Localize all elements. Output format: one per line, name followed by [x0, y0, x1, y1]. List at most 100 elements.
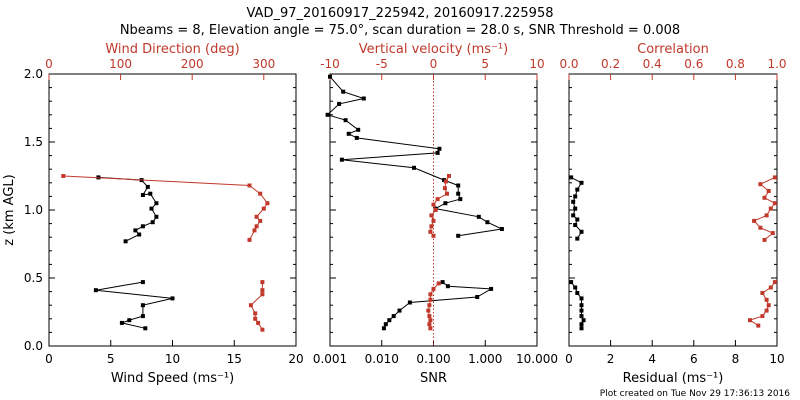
snr-data-point	[475, 295, 480, 299]
residual-data-point	[756, 323, 761, 328]
residual-bottom-tick-label: 8	[732, 352, 740, 366]
snr-bottom-tick-label: 0.001	[313, 352, 347, 366]
residual-data-point	[571, 213, 576, 218]
wind-data-point	[258, 191, 263, 196]
residual-data-point	[770, 231, 775, 236]
residual-bottom-tick-label: 2	[607, 352, 615, 366]
residual-data-point	[579, 326, 584, 331]
snr-data-point	[428, 318, 433, 323]
residual-data-point	[758, 182, 763, 187]
residual-data-point	[766, 189, 771, 193]
snr-data-point	[435, 150, 440, 155]
wind-data-point	[261, 206, 266, 211]
residual-data-point	[575, 217, 580, 222]
snr-data-point	[412, 165, 416, 170]
residual-data-point	[573, 206, 578, 211]
snr-bottom-tick-label: 0.010	[365, 352, 399, 366]
snr-data-point	[341, 89, 346, 94]
residual-top-tick-label: 0.2	[601, 57, 620, 71]
snr-data-point	[447, 174, 451, 178]
wind-data-point	[123, 239, 128, 244]
snr-data-point	[337, 101, 342, 106]
snr-data-point	[458, 197, 463, 202]
snr-data-point	[431, 286, 436, 291]
snr-data-point	[339, 157, 344, 162]
wind-top-tick-label: 100	[109, 57, 132, 71]
snr-data-point	[431, 218, 436, 223]
wind-data-point	[170, 296, 175, 301]
residual-data-point	[581, 318, 586, 323]
residual-bottom-tick-label: 6	[690, 352, 698, 366]
residual-top-tick-label: 0.0	[559, 57, 578, 71]
snr-data-point	[427, 322, 432, 327]
snr-data-point	[343, 118, 348, 123]
residual-data-point	[579, 296, 584, 301]
snr-data-point	[440, 280, 445, 285]
wind-data-point	[253, 311, 258, 316]
snr-data-point	[445, 284, 450, 289]
wind-data-point	[119, 320, 124, 325]
y-tick-label: 2.0	[24, 67, 43, 81]
residual-data-point	[762, 195, 767, 200]
residual-data-point	[571, 199, 576, 204]
snr-top-tick-label: 10	[529, 57, 544, 71]
residual-top-tick-label: 1.0	[767, 57, 786, 71]
snr-data-point	[429, 224, 434, 229]
snr-data-point	[433, 208, 438, 212]
snr-series-line-1	[383, 281, 493, 329]
snr-data-point	[428, 297, 433, 302]
snr-data-point	[328, 74, 332, 79]
wind-bottom-tick-label: 20	[288, 352, 303, 366]
snr-data-point	[426, 308, 431, 313]
snr-bottom-axis-label: SNR	[420, 371, 447, 386]
wind-data-point	[127, 318, 132, 323]
wind-data-point	[143, 326, 148, 331]
residual-data-point	[760, 291, 765, 295]
wind-bottom-tick-label: 0	[45, 352, 53, 366]
wind-data-point	[150, 220, 155, 225]
snr-data-point	[354, 135, 359, 140]
snr-data-point	[383, 322, 388, 327]
snr-data-point	[456, 191, 461, 196]
residual-data-point	[575, 291, 580, 295]
figure-title: VAD_97_20160917_225942, 20160917.225958	[247, 6, 554, 21]
wind-top-axis-label: Wind Direction (deg)	[105, 42, 239, 57]
snr-data-point	[489, 286, 494, 291]
snr-data-point	[346, 131, 351, 136]
wind-data-point	[154, 201, 159, 206]
wind-data-point	[247, 237, 252, 242]
wind-data-point	[145, 184, 150, 189]
residual-data-point	[760, 314, 765, 319]
wind-data-point	[133, 228, 138, 233]
residual-data-point	[579, 322, 584, 327]
snr-bottom-tick-label: 0.100	[416, 352, 450, 366]
wind-data-point	[61, 174, 66, 178]
wind-data-point	[247, 183, 252, 188]
snr-data-point	[443, 179, 448, 184]
y-tick-label: 0.5	[24, 271, 43, 285]
wind-frame	[48, 73, 297, 347]
wind-data-point	[260, 292, 265, 297]
wind-data-point	[265, 201, 270, 206]
wind-data-point	[149, 206, 154, 211]
snr-data-point	[428, 229, 433, 234]
wind-data-point	[140, 303, 145, 308]
snr-data-point	[499, 227, 504, 231]
snr-data-point	[427, 314, 432, 319]
wind-data-point	[248, 303, 253, 308]
snr-data-point	[476, 214, 481, 219]
wind-data-point	[252, 228, 257, 233]
wind-data-point	[260, 288, 265, 293]
residual-top-axis-label: Correlation	[637, 42, 709, 57]
residual-data-point	[579, 303, 584, 308]
residual-data-point	[764, 213, 769, 218]
residual-data-point	[768, 206, 773, 211]
residual-data-point	[762, 237, 767, 242]
residual-data-point	[758, 225, 763, 230]
wind-data-point	[258, 218, 263, 223]
residual-top-tick-label: 0.4	[643, 57, 662, 71]
snr-data-point	[387, 318, 392, 323]
snr-data-point	[431, 233, 436, 238]
wind-data-point	[254, 214, 259, 219]
wind-data-point	[140, 224, 145, 229]
